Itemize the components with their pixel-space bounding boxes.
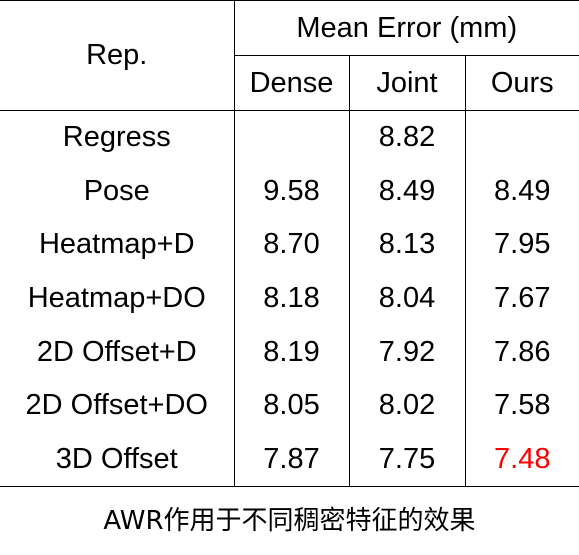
cell-dense: 8.05 — [234, 378, 350, 433]
cell-joint: 8.04 — [349, 271, 466, 326]
cell-ours-best: 7.48 — [465, 432, 579, 488]
cell-ours: 7.86 — [494, 335, 551, 368]
cell-ours: 7.95 — [494, 228, 551, 261]
cell-rep: 2D Offset+DO — [0, 378, 235, 433]
table-row: Heatmap+DO 8.18 8.04 7.67 — [0, 271, 579, 326]
cell-dense — [234, 110, 350, 165]
header-rep: Rep. — [0, 0, 235, 111]
table-row: Regress 8.82 — [0, 110, 579, 165]
cell-ours: 7.67 — [494, 282, 551, 315]
header-dense: Dense — [234, 55, 350, 111]
table-row: Pose 9.58 8.49 8.49 — [0, 164, 579, 219]
cell-rep: Pose — [0, 164, 235, 219]
cell-joint: 8.13 — [349, 218, 466, 272]
table-row: Heatmap+D 8.70 8.13 7.95 — [0, 218, 579, 272]
table-row: 2D Offset+D 8.19 7.92 7.86 — [0, 325, 579, 379]
cell-dense: 8.18 — [234, 271, 350, 326]
cell-joint: 8.49 — [349, 164, 466, 219]
cell-rep: 3D Offset — [0, 432, 235, 488]
cell-joint: 7.75 — [349, 432, 466, 488]
header-mean-error: Mean Error (mm) — [234, 0, 579, 56]
cell-joint: 7.92 — [349, 325, 466, 379]
table-row: 2D Offset+DO 8.05 8.02 7.58 — [0, 378, 579, 433]
cell-dense: 7.87 — [234, 432, 350, 488]
header-ours: Ours — [465, 55, 579, 111]
cell-joint: 8.82 — [349, 110, 466, 165]
header-joint: Joint — [349, 55, 466, 111]
cell-dense: 8.70 — [234, 218, 350, 272]
cell-rep: Regress — [0, 110, 235, 165]
cell-dense: 9.58 — [234, 164, 350, 219]
cell-joint: 8.02 — [349, 378, 466, 433]
results-table-container: Rep. Mean Error (mm) Dense Joint Ours Re… — [0, 0, 579, 488]
cell-ours — [465, 111, 579, 165]
cell-dense: 8.19 — [234, 325, 350, 379]
table-caption: AWR作用于不同稠密特征的效果 — [103, 506, 476, 536]
cell-ours: 7.58 — [494, 389, 551, 422]
cell-ours: 8.49 — [494, 174, 551, 207]
cell-rep: Heatmap+DO — [0, 271, 235, 326]
cell-rep: Heatmap+D — [0, 218, 235, 272]
cell-rep: 2D Offset+D — [0, 325, 235, 379]
table-row: 3D Offset 7.87 7.75 7.48 — [0, 432, 579, 488]
results-table: Rep. Mean Error (mm) Dense Joint Ours Re… — [0, 0, 579, 488]
